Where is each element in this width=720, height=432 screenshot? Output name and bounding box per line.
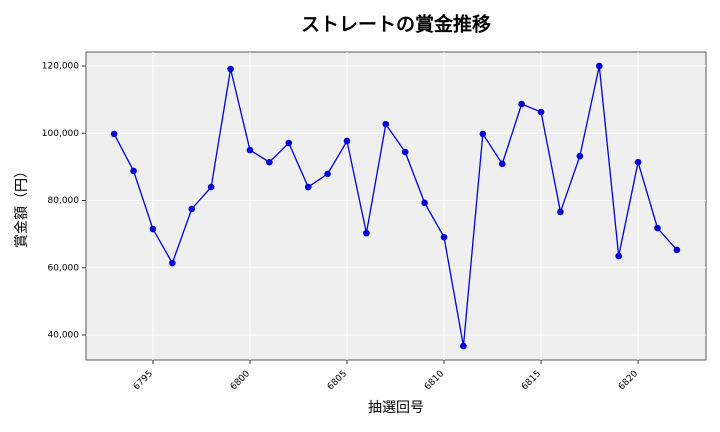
point xyxy=(654,224,661,232)
point xyxy=(401,148,409,156)
point xyxy=(188,205,196,213)
point xyxy=(246,146,254,154)
point xyxy=(518,100,525,108)
point xyxy=(421,199,428,207)
point xyxy=(343,137,351,145)
x-axis-label: 抽選回号 xyxy=(368,400,424,416)
point xyxy=(130,167,137,175)
point xyxy=(110,130,118,138)
point xyxy=(304,183,312,191)
y-tick-label: 60,000 xyxy=(48,263,80,273)
x-tick-label: 6820 xyxy=(617,369,640,392)
point xyxy=(595,62,603,70)
x-tick-label: 6800 xyxy=(229,369,252,392)
y-axis-label: 賞金額（円） xyxy=(14,164,30,248)
point xyxy=(557,208,564,216)
point xyxy=(479,130,487,138)
marks xyxy=(110,62,681,350)
line xyxy=(113,65,678,347)
x-tick-label: 6810 xyxy=(423,369,446,392)
x-tick-label: 6795 xyxy=(132,369,155,392)
y-tick-label: 40,000 xyxy=(48,330,80,340)
chart-title: ストレートの賞金推移 xyxy=(301,13,491,36)
point xyxy=(266,158,273,166)
point xyxy=(673,246,681,254)
y-tick-label: 80,000 xyxy=(48,196,80,206)
point xyxy=(363,229,370,237)
point xyxy=(440,233,448,241)
x-tick-label: 6815 xyxy=(520,369,543,392)
point xyxy=(576,152,584,160)
y-tick-label: 100,000 xyxy=(42,129,79,139)
point xyxy=(615,252,622,260)
point xyxy=(227,65,234,73)
point xyxy=(537,108,545,116)
y-tick-label: 120,000 xyxy=(42,62,79,72)
point xyxy=(169,259,176,267)
point xyxy=(382,120,390,128)
point xyxy=(460,342,467,350)
point xyxy=(207,183,215,191)
point xyxy=(324,170,331,178)
point xyxy=(498,160,506,168)
point xyxy=(634,158,642,166)
grid xyxy=(86,52,706,360)
point xyxy=(149,225,157,233)
point xyxy=(285,139,293,147)
x-tick-label: 6805 xyxy=(326,369,349,392)
